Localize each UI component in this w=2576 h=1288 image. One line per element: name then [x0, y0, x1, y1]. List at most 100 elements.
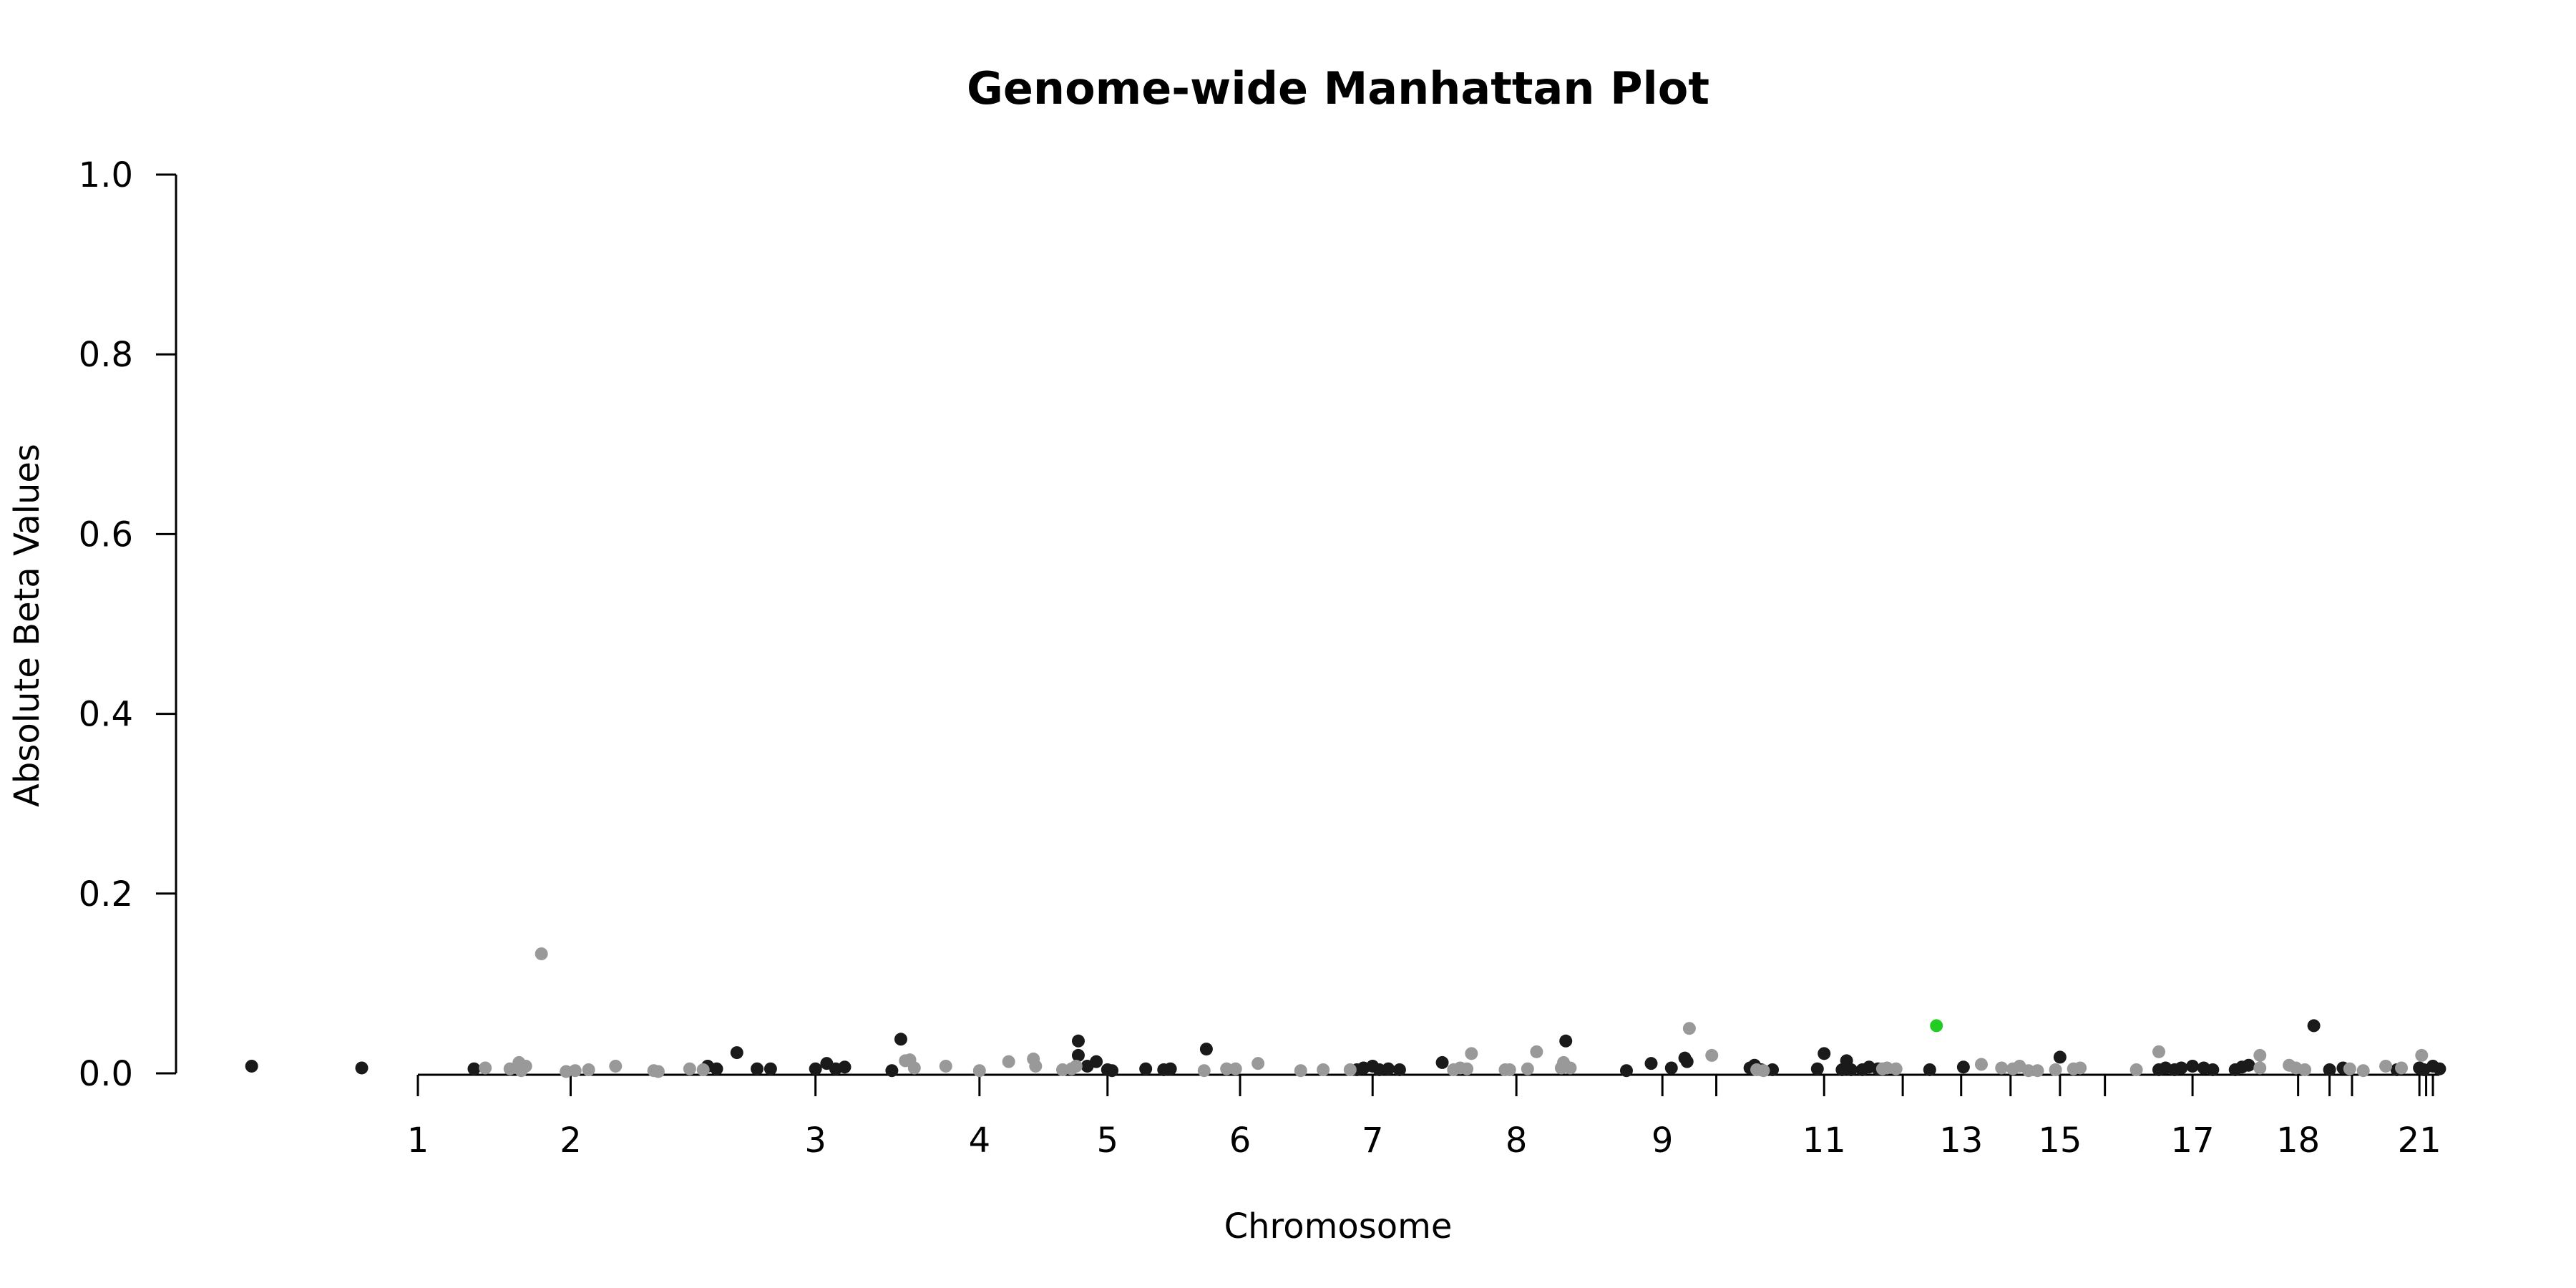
data-point — [1090, 1055, 1103, 1068]
data-point — [1465, 1047, 1478, 1060]
data-point — [1930, 1019, 1943, 1033]
data-point — [355, 1061, 369, 1075]
x-tick-label: 11 — [1802, 1121, 1846, 1161]
x-tick-label: 21 — [2398, 1121, 2441, 1161]
data-point — [2415, 1048, 2429, 1062]
x-tick-label: 1 — [407, 1121, 429, 1161]
data-point — [1002, 1055, 1015, 1068]
data-point — [730, 1046, 743, 1060]
data-point — [1559, 1034, 1573, 1048]
data-point — [696, 1063, 710, 1076]
data-point — [2129, 1063, 2143, 1076]
data-point — [1197, 1064, 1211, 1078]
data-point — [1163, 1062, 1177, 1075]
x-tick-label: 17 — [2171, 1121, 2215, 1161]
y-axis-label: Absolute Beta Values — [7, 444, 47, 807]
data-point — [1343, 1063, 1357, 1076]
data-point — [2379, 1059, 2393, 1073]
data-point — [1317, 1063, 1330, 1076]
data-point — [479, 1061, 492, 1075]
x-tick-label: 2 — [560, 1121, 582, 1161]
data-point — [1644, 1057, 1658, 1070]
data-point — [907, 1061, 921, 1075]
data-point — [1619, 1064, 1633, 1078]
data-point — [1503, 1063, 1516, 1076]
data-point — [1995, 1061, 2009, 1075]
data-point — [838, 1060, 852, 1074]
data-point — [245, 1059, 258, 1073]
data-point — [1563, 1061, 1577, 1075]
data-point — [1844, 1063, 1858, 1076]
y-axis-ticks: 0.0 0.2 0.4 0.6 0.8 1.0 — [79, 155, 176, 1094]
data-point — [1029, 1059, 1043, 1073]
data-point — [2049, 1063, 2062, 1076]
y-tick-label: 0.4 — [79, 695, 133, 735]
data-point — [1810, 1062, 1824, 1075]
data-point — [972, 1064, 986, 1078]
data-point — [1071, 1034, 1085, 1048]
data-point — [2356, 1064, 2370, 1078]
data-point — [467, 1062, 481, 1075]
data-point — [1139, 1062, 1153, 1075]
data-point — [2186, 1059, 2200, 1073]
data-point — [2433, 1062, 2446, 1075]
x-tick-label: 5 — [1097, 1121, 1119, 1161]
x-tick-label: 9 — [1652, 1121, 1674, 1161]
data-point — [1521, 1062, 1534, 1075]
data-point — [535, 947, 548, 960]
data-point — [1705, 1048, 1719, 1062]
y-tick-label: 0.8 — [79, 335, 133, 375]
chart-title: Genome-wide Manhattan Plot — [967, 62, 1709, 114]
data-point — [568, 1064, 582, 1078]
data-point — [1071, 1048, 1085, 1062]
data-point — [2343, 1062, 2356, 1075]
data-point — [651, 1065, 665, 1078]
data-point — [609, 1059, 623, 1073]
data-point — [1682, 1022, 1696, 1035]
x-tick-label: 8 — [1506, 1121, 1528, 1161]
data-point — [582, 1063, 595, 1076]
data-point — [2395, 1061, 2409, 1075]
data-point — [1680, 1055, 1694, 1068]
data-point — [1392, 1063, 1406, 1076]
data-point — [1294, 1064, 1307, 1078]
x-tick-label: 15 — [2038, 1121, 2082, 1161]
y-tick-label: 0.0 — [79, 1054, 133, 1094]
data-points — [245, 947, 2446, 1078]
data-point — [2206, 1063, 2220, 1076]
data-point — [2021, 1064, 2035, 1078]
data-point — [894, 1033, 907, 1046]
data-point — [2152, 1045, 2165, 1058]
data-point — [2053, 1050, 2067, 1064]
x-axis-ticks: 1 2 3 4 5 6 7 8 9 11 13 15 17 18 21 — [407, 1075, 2441, 1161]
data-point — [1460, 1062, 1474, 1075]
data-point — [885, 1064, 899, 1078]
x-tick-label: 6 — [1229, 1121, 1252, 1161]
y-tick-label: 1.0 — [79, 155, 133, 195]
data-point — [2253, 1048, 2267, 1062]
data-point — [1106, 1064, 1119, 1078]
data-point — [2323, 1063, 2336, 1076]
data-point — [1199, 1043, 1213, 1056]
x-axis-label: Chromosome — [1224, 1206, 1453, 1246]
data-point — [1252, 1057, 1265, 1070]
y-tick-label: 0.2 — [79, 874, 133, 914]
x-tick-label: 13 — [1939, 1121, 1983, 1161]
data-point — [683, 1062, 696, 1075]
data-point — [2031, 1064, 2044, 1078]
data-point — [939, 1059, 952, 1073]
data-point — [751, 1062, 764, 1075]
data-point — [1229, 1062, 1242, 1075]
data-point — [1220, 1062, 1234, 1075]
data-point — [763, 1062, 777, 1075]
data-point — [2298, 1063, 2312, 1076]
data-point — [2175, 1061, 2188, 1075]
x-tick-label: 3 — [804, 1121, 826, 1161]
data-point — [519, 1059, 532, 1073]
data-point — [809, 1062, 822, 1075]
data-point — [2242, 1058, 2255, 1072]
data-point — [1435, 1055, 1449, 1069]
data-point — [1382, 1062, 1395, 1075]
data-point — [1923, 1063, 1936, 1076]
data-point — [1956, 1060, 1970, 1074]
